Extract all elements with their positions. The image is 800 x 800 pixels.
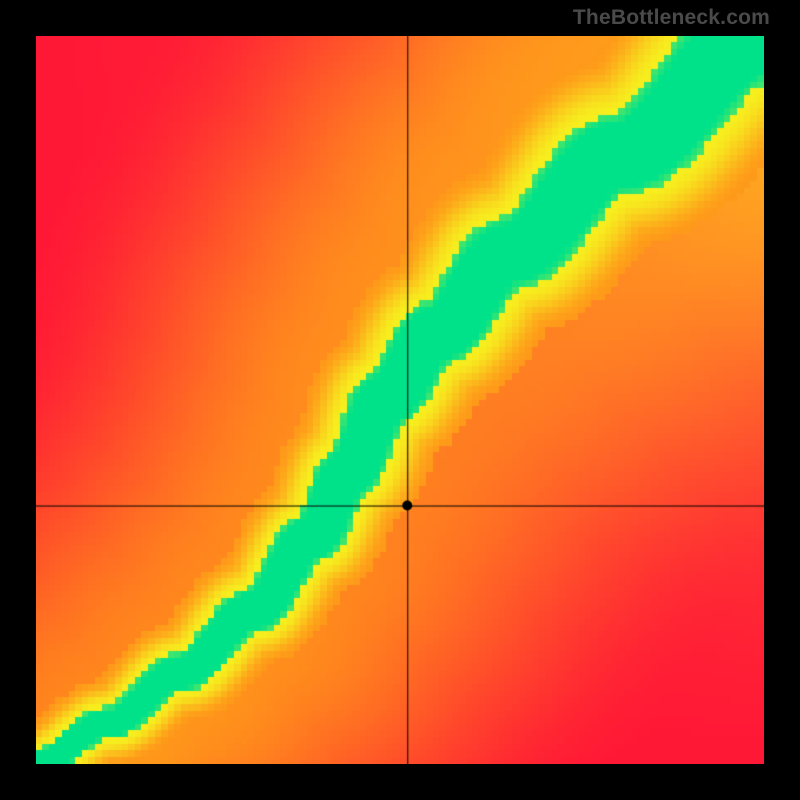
heatmap-plot xyxy=(36,36,764,764)
heatmap-canvas xyxy=(36,36,764,764)
watermark-text: TheBottleneck.com xyxy=(573,6,770,30)
